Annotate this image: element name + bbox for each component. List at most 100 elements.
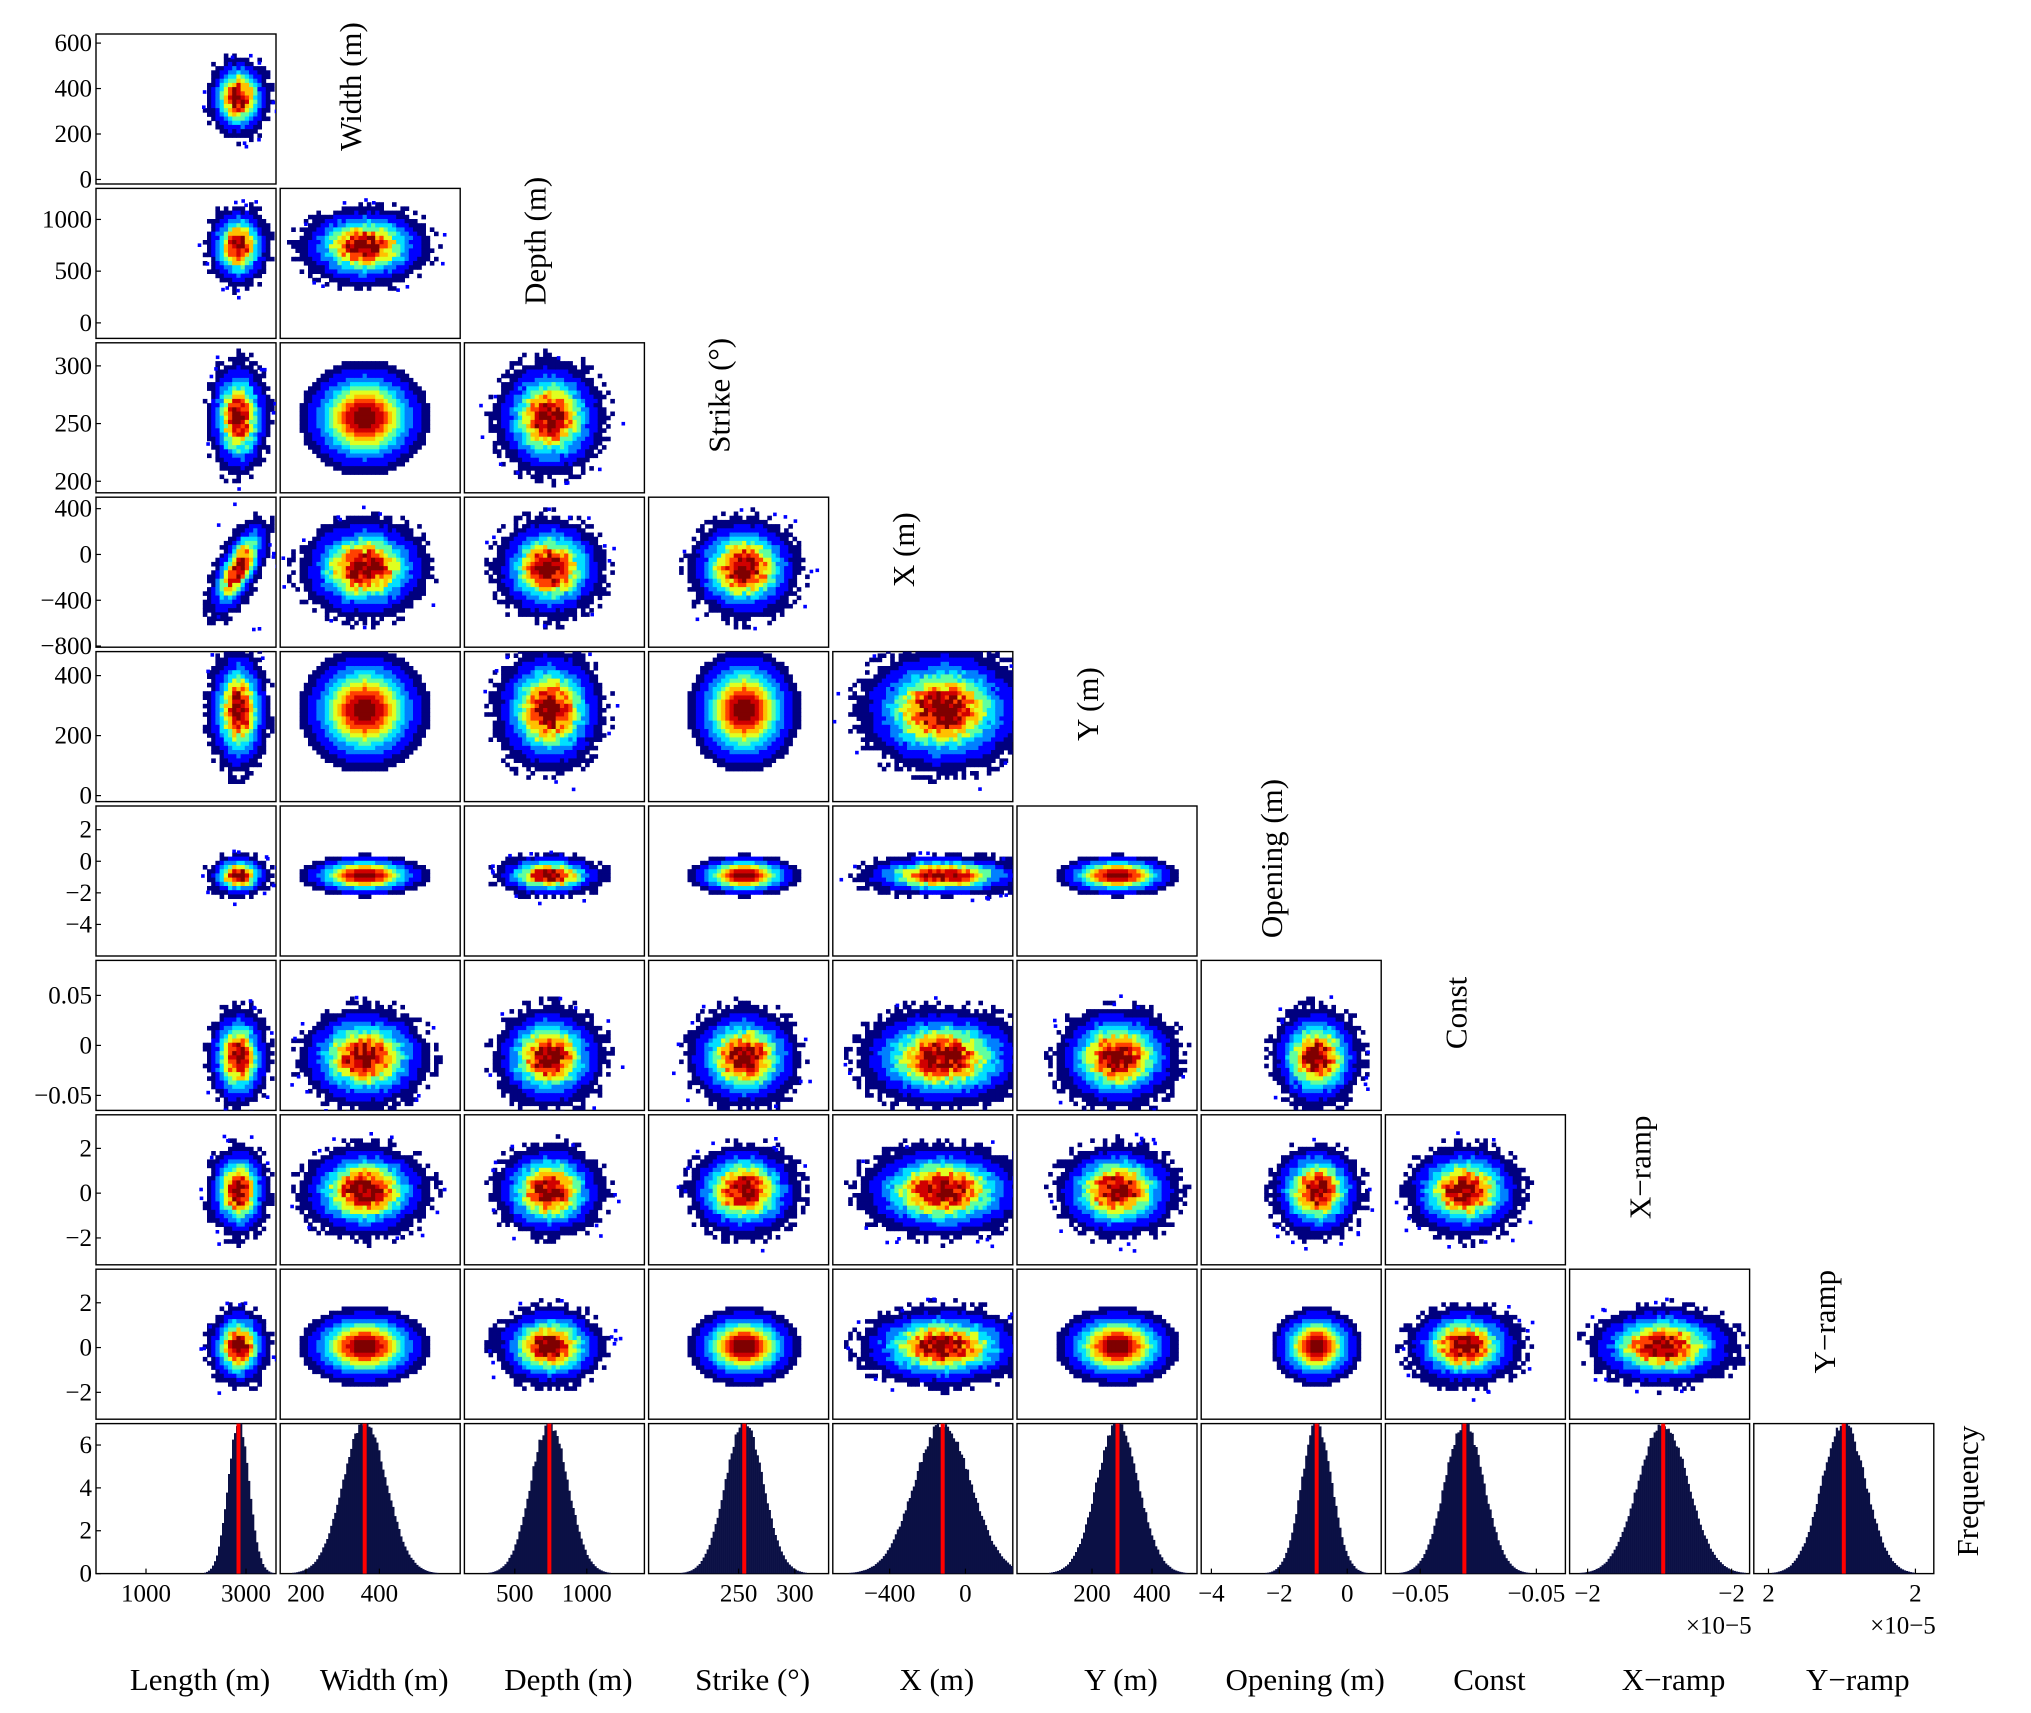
density-cells — [287, 198, 447, 292]
histogram-bar — [430, 1572, 433, 1574]
histogram-bar — [858, 1571, 862, 1574]
histogram-bar — [1859, 1460, 1863, 1574]
histogram-bar — [1579, 1572, 1582, 1574]
histogram-bar — [1513, 1567, 1516, 1574]
histogram-bar — [1059, 1570, 1062, 1574]
density-cells — [1394, 1131, 1535, 1249]
histogram-bar — [1159, 1554, 1162, 1574]
histogram-bar — [1601, 1565, 1604, 1574]
histogram-bar — [1097, 1477, 1100, 1574]
histogram-bar — [686, 1571, 689, 1574]
histogram-bar — [696, 1565, 699, 1574]
histogram-bar — [1451, 1449, 1454, 1574]
histogram-bar — [408, 1554, 411, 1574]
histogram-bar — [1459, 1430, 1462, 1574]
histogram-bar — [936, 1423, 940, 1574]
histogram-bar — [310, 1565, 313, 1574]
histogram-Strike — [647, 1422, 830, 1575]
histogram-bar — [1797, 1554, 1801, 1574]
histogram-bar — [1789, 1565, 1793, 1574]
histogram-bar — [1725, 1567, 1728, 1574]
histogram-bar — [1161, 1557, 1164, 1574]
histogram-bar — [432, 1572, 435, 1574]
y-tick-label: 0.05 — [48, 982, 92, 1009]
histogram-bar — [894, 1534, 898, 1574]
histogram-bar — [946, 1426, 950, 1574]
histogram-bar — [1103, 1450, 1106, 1574]
panel-Y-ramp-vs-Width — [279, 1268, 461, 1420]
histogram-bar — [1008, 1564, 1012, 1574]
histogram-bar — [982, 1519, 986, 1574]
histogram-bar — [948, 1430, 952, 1574]
histogram-bar — [606, 1572, 609, 1574]
histogram-bar — [758, 1462, 761, 1574]
histogram-bar — [1167, 1565, 1170, 1574]
histogram-bar — [308, 1567, 311, 1574]
histogram-bar — [212, 1565, 215, 1574]
histogram-bar — [348, 1457, 351, 1574]
histogram-bar — [306, 1568, 309, 1574]
histogram-bar — [204, 1572, 207, 1574]
histogram-bar — [1785, 1568, 1789, 1574]
histogram-bar — [1431, 1533, 1434, 1574]
histogram-bar — [1417, 1563, 1420, 1574]
histogram-bar — [1365, 1572, 1368, 1574]
histogram-bar — [488, 1572, 491, 1574]
histogram-bar — [944, 1424, 948, 1574]
histogram-bar — [764, 1493, 767, 1574]
histogram-bar — [732, 1446, 735, 1574]
histogram-bar — [990, 1540, 994, 1574]
panel-Opening-vs-Width — [279, 805, 461, 957]
histogram-bar — [210, 1568, 213, 1574]
histogram-bar — [916, 1471, 920, 1574]
histogram-bar — [898, 1526, 902, 1574]
histogram-bar — [984, 1525, 988, 1574]
histogram-bar — [586, 1555, 589, 1574]
histogram-bar — [698, 1564, 701, 1574]
histogram-bar — [1155, 1546, 1158, 1574]
panel-Const-vs-Y — [1016, 959, 1198, 1112]
histogram-bar — [1891, 1561, 1895, 1574]
histogram-bar — [572, 1508, 575, 1574]
histogram-Opening — [1200, 1422, 1382, 1575]
density-cells — [1264, 1137, 1375, 1251]
y-tick-label: 0 — [80, 1032, 93, 1059]
histogram-bar — [1303, 1468, 1306, 1574]
histogram-bar — [728, 1459, 731, 1574]
histogram-bar — [778, 1546, 781, 1574]
x-tick-label: −0.05 — [1507, 1581, 1565, 1608]
panel-Const-vs-Width — [279, 959, 461, 1112]
histogram-bar — [1177, 1571, 1180, 1574]
histogram-bar — [1079, 1544, 1082, 1574]
panel-Y-vs-Length — [95, 650, 277, 803]
histogram-bar — [1183, 1572, 1186, 1574]
histogram-bar — [1857, 1455, 1861, 1574]
histogram-bar — [752, 1437, 755, 1574]
histogram-bar — [1823, 1470, 1827, 1574]
histogram-bar — [384, 1477, 387, 1574]
histogram-bar — [1509, 1563, 1512, 1574]
histogram-bar — [710, 1537, 713, 1574]
density-cells — [832, 651, 1013, 791]
histogram-bar — [332, 1518, 335, 1574]
histogram-bar — [1429, 1539, 1432, 1574]
histogram-bar — [524, 1508, 527, 1574]
histogram-bar — [1687, 1483, 1690, 1574]
histogram-bar — [1711, 1551, 1714, 1574]
histogram-bar — [302, 1570, 305, 1574]
histogram-bar — [1739, 1572, 1742, 1574]
histogram-bar — [1123, 1431, 1126, 1574]
histogram-bar — [436, 1572, 439, 1574]
histogram-bar — [862, 1570, 866, 1574]
histogram-bar — [240, 1423, 243, 1574]
histogram-bar — [370, 1427, 373, 1574]
histogram-bar — [1347, 1556, 1350, 1574]
histogram-bar — [208, 1570, 211, 1574]
x-tick-label: 250 — [720, 1581, 758, 1608]
histogram-bar — [1135, 1472, 1138, 1574]
histogram-bar — [576, 1524, 579, 1574]
histogram-bar — [1887, 1554, 1891, 1574]
histogram-bar — [1355, 1568, 1358, 1574]
histogram-bar — [1275, 1569, 1278, 1574]
y-tick-label: 0 — [80, 848, 93, 875]
